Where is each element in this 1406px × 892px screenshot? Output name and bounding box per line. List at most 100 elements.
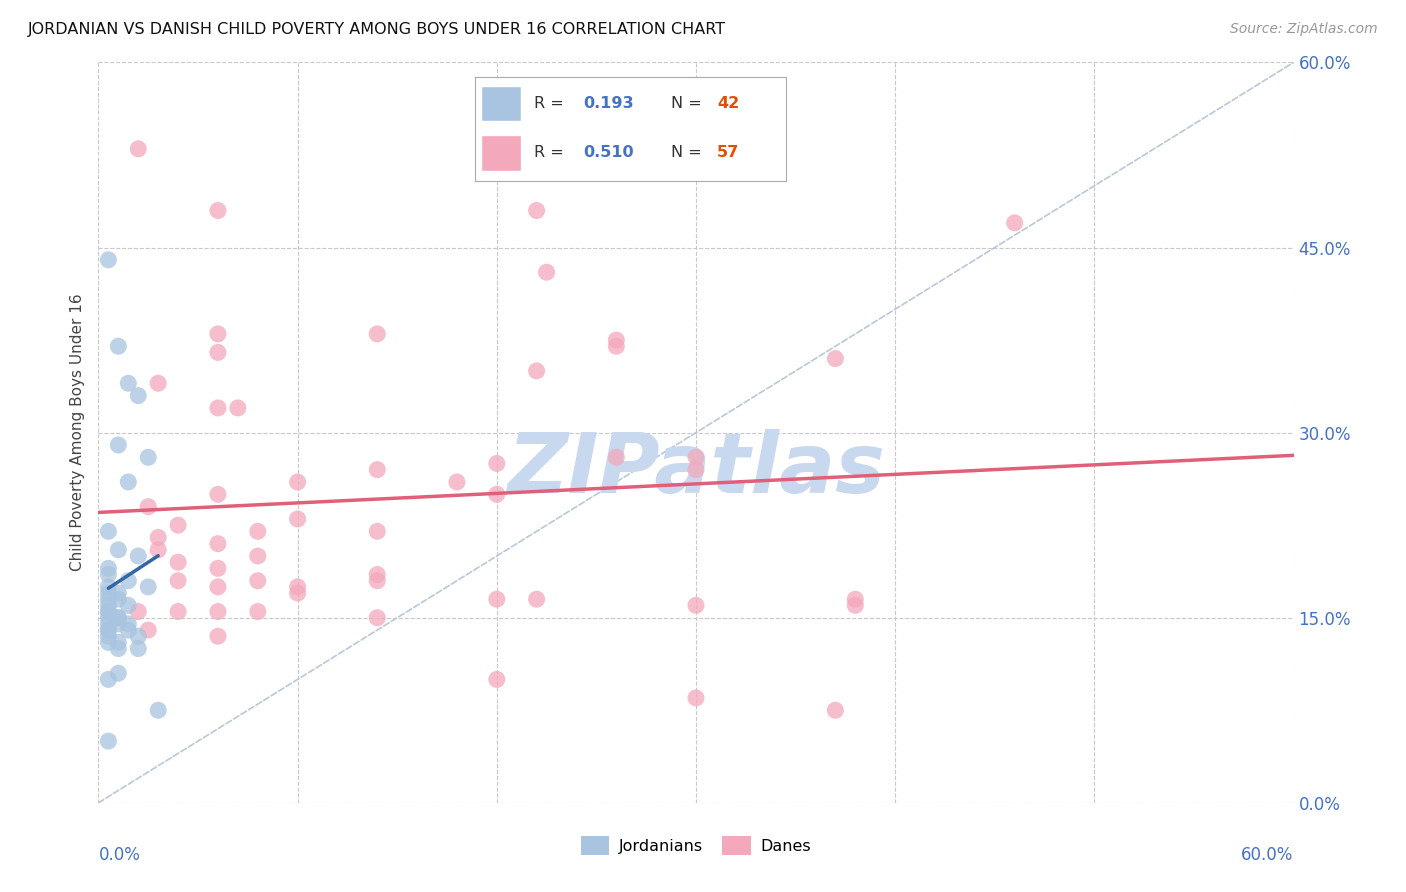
Point xyxy=(97,561,120,575)
Point xyxy=(117,574,139,588)
Text: ZIPatlas: ZIPatlas xyxy=(508,429,884,510)
Point xyxy=(226,401,249,415)
Point xyxy=(485,487,508,501)
Point xyxy=(207,326,229,341)
Point xyxy=(117,623,139,637)
Point xyxy=(685,599,707,613)
Point xyxy=(207,561,229,575)
Point xyxy=(97,635,120,649)
Point xyxy=(207,629,229,643)
Point xyxy=(167,518,190,533)
Point xyxy=(446,475,468,489)
Point xyxy=(824,351,846,366)
Point xyxy=(246,605,269,619)
Point xyxy=(127,388,149,402)
Point xyxy=(526,203,548,218)
Point xyxy=(107,635,129,649)
Point xyxy=(246,574,269,588)
Point xyxy=(824,703,846,717)
Point xyxy=(366,524,388,539)
Point xyxy=(685,450,707,465)
Point xyxy=(207,605,229,619)
Point xyxy=(207,487,229,501)
Point xyxy=(127,605,149,619)
Point xyxy=(536,265,558,279)
Point xyxy=(97,599,120,613)
Point xyxy=(97,734,120,748)
Point xyxy=(366,462,388,476)
Point xyxy=(136,580,159,594)
Point xyxy=(605,450,627,465)
Point xyxy=(97,616,120,631)
Point xyxy=(366,574,388,588)
Point xyxy=(107,339,129,353)
Point xyxy=(167,555,190,569)
Legend: Jordanians, Danes: Jordanians, Danes xyxy=(574,830,818,862)
Text: 60.0%: 60.0% xyxy=(1241,846,1294,864)
Point xyxy=(117,599,139,613)
Point xyxy=(97,567,120,582)
Point xyxy=(287,512,309,526)
Point xyxy=(207,203,229,218)
Point xyxy=(117,376,139,391)
Point xyxy=(485,457,508,471)
Point xyxy=(605,333,627,347)
Point xyxy=(148,703,170,717)
Point xyxy=(107,586,129,600)
Text: JORDANIAN VS DANISH CHILD POVERTY AMONG BOYS UNDER 16 CORRELATION CHART: JORDANIAN VS DANISH CHILD POVERTY AMONG … xyxy=(28,22,727,37)
Point xyxy=(366,326,388,341)
Point xyxy=(97,580,120,594)
Point xyxy=(207,580,229,594)
Point xyxy=(485,673,508,687)
Point xyxy=(97,524,120,539)
Point xyxy=(207,345,229,359)
Point xyxy=(97,586,120,600)
Point xyxy=(97,605,120,619)
Point xyxy=(167,574,190,588)
Point xyxy=(526,364,548,378)
Point xyxy=(97,610,120,624)
Point xyxy=(97,673,120,687)
Point xyxy=(127,549,149,563)
Point xyxy=(605,339,627,353)
Point xyxy=(97,605,120,619)
Point xyxy=(97,629,120,643)
Point xyxy=(1004,216,1026,230)
Point xyxy=(685,690,707,705)
Text: 0.0%: 0.0% xyxy=(98,846,141,864)
Point xyxy=(107,610,129,624)
Point xyxy=(107,610,129,624)
Point xyxy=(107,542,129,557)
Text: Source: ZipAtlas.com: Source: ZipAtlas.com xyxy=(1230,22,1378,37)
Point xyxy=(107,616,129,631)
Point xyxy=(287,475,309,489)
Point xyxy=(127,142,149,156)
Point xyxy=(107,438,129,452)
Point xyxy=(526,592,548,607)
Point xyxy=(366,567,388,582)
Point xyxy=(148,542,170,557)
Point xyxy=(246,524,269,539)
Point xyxy=(107,666,129,681)
Point xyxy=(136,623,159,637)
Point xyxy=(366,610,388,624)
Point xyxy=(207,536,229,550)
Point xyxy=(107,592,129,607)
Point xyxy=(97,592,120,607)
Point xyxy=(136,450,159,465)
Point xyxy=(287,586,309,600)
Point xyxy=(485,592,508,607)
Point xyxy=(167,605,190,619)
Point xyxy=(148,376,170,391)
Point xyxy=(117,475,139,489)
Point xyxy=(97,623,120,637)
Point xyxy=(97,252,120,267)
Point xyxy=(844,592,866,607)
Point xyxy=(246,549,269,563)
Point xyxy=(287,580,309,594)
Point xyxy=(127,641,149,656)
Point xyxy=(685,462,707,476)
Point xyxy=(207,401,229,415)
Point xyxy=(136,500,159,514)
Point xyxy=(97,623,120,637)
